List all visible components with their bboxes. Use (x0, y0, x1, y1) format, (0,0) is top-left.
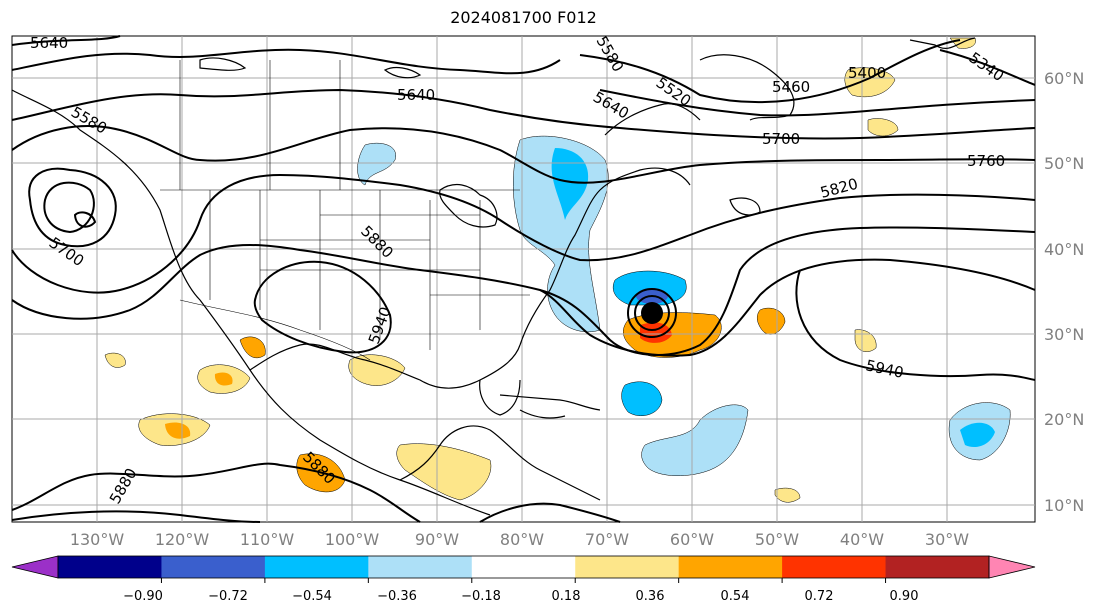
contour-label: 5400 (848, 64, 886, 82)
positive-anomaly-region (774, 487, 801, 503)
colorbar-tick-label: −0.90 (123, 589, 163, 604)
colorbar-segments (11, 555, 1036, 579)
longitude-label: 120°W (155, 530, 210, 549)
negative-anomaly-region (621, 381, 663, 416)
colorbar-tick-label: −0.72 (208, 589, 248, 604)
positive-anomaly-region (854, 329, 877, 352)
colorbar-segment (678, 556, 783, 578)
positive-anomaly-region (396, 443, 492, 501)
colorbar-ticks (160, 578, 887, 583)
map-title: 2024081700 F012 (450, 8, 597, 27)
contour-label: 5640 (397, 86, 435, 104)
latitude-label: 60°N (1044, 69, 1084, 88)
contour-label: 5460 (772, 78, 810, 96)
colorbar-segment (368, 556, 473, 578)
longitude-labels: 130°W 120°W 110°W 100°W 90°W 80°W 70°W 6… (70, 530, 969, 549)
latitude-labels: 60°N 50°N 40°N 30°N 20°N 10°N (1044, 69, 1084, 515)
positive-anomaly-region (844, 67, 896, 98)
colorbar-tick-label: −0.36 (377, 589, 417, 604)
colorbar-tick-label: −0.54 (292, 589, 332, 604)
colorbar-tick-label: 0.90 (890, 589, 919, 604)
longitude-label: 130°W (70, 530, 125, 549)
colorbar-segment (264, 556, 369, 578)
positive-anomaly-region (348, 354, 406, 386)
cyclone-center (627, 288, 677, 338)
negative-anomaly-region (641, 404, 749, 477)
positive-anomaly-core (640, 322, 672, 343)
colorbar-segment (161, 556, 266, 578)
negative-anomaly-region (357, 142, 397, 186)
colorbar-extend-low (11, 555, 59, 579)
positive-anomaly-region (239, 336, 266, 359)
longitude-label: 40°W (840, 530, 884, 549)
longitude-label: 30°W (925, 530, 969, 549)
longitude-label: 100°W (325, 530, 380, 549)
colorbar-segment (885, 556, 990, 578)
colorbar-tick-labels: −0.90 −0.72 −0.54 −0.36 −0.18 0.18 0.36 … (123, 589, 918, 604)
latitude-label: 10°N (1044, 496, 1084, 515)
longitude-label: 70°W (585, 530, 629, 549)
colorbar-tick-label: −0.18 (461, 589, 501, 604)
latitude-label: 30°N (1044, 325, 1084, 344)
contour-label: 5700 (762, 130, 800, 148)
contour-label: 5640 (30, 34, 68, 52)
borders (160, 60, 530, 361)
positive-anomaly-core (214, 372, 233, 386)
colorbar-tick-label: 0.36 (636, 589, 665, 604)
latitude-label: 50°N (1044, 154, 1084, 173)
colorbar-tick-label: 0.18 (552, 589, 581, 604)
colorbar-segment (471, 556, 576, 578)
positive-anomaly-region (104, 352, 126, 368)
colorbar-outline (57, 555, 990, 579)
height-contours (11, 35, 1036, 523)
colorbar-tick-label: 0.72 (805, 589, 834, 604)
negative-anomaly-core (960, 422, 995, 448)
longitude-label: 110°W (240, 530, 295, 549)
contour-label: 5760 (967, 152, 1005, 170)
colorbar-segment (575, 556, 680, 578)
shaded-fields (104, 37, 1011, 503)
longitude-label: 50°W (755, 530, 799, 549)
positive-anomaly-core (165, 422, 191, 439)
longitude-label: 60°W (670, 530, 714, 549)
latitude-label: 20°N (1044, 410, 1084, 429)
colorbar-segment (58, 556, 162, 578)
colorbar-tick-label: 0.54 (721, 589, 750, 604)
colorbar: −0.90 −0.72 −0.54 −0.36 −0.18 0.18 0.36 … (11, 555, 1036, 604)
longitude-label: 80°W (500, 530, 544, 549)
positive-anomaly-region (867, 118, 899, 137)
colorbar-segment (782, 556, 887, 578)
latitude-label: 40°N (1044, 240, 1084, 259)
longitude-label: 90°W (415, 530, 459, 549)
colorbar-extend-high (988, 555, 1036, 579)
negative-anomaly-core (551, 148, 589, 220)
coastlines (11, 37, 976, 516)
